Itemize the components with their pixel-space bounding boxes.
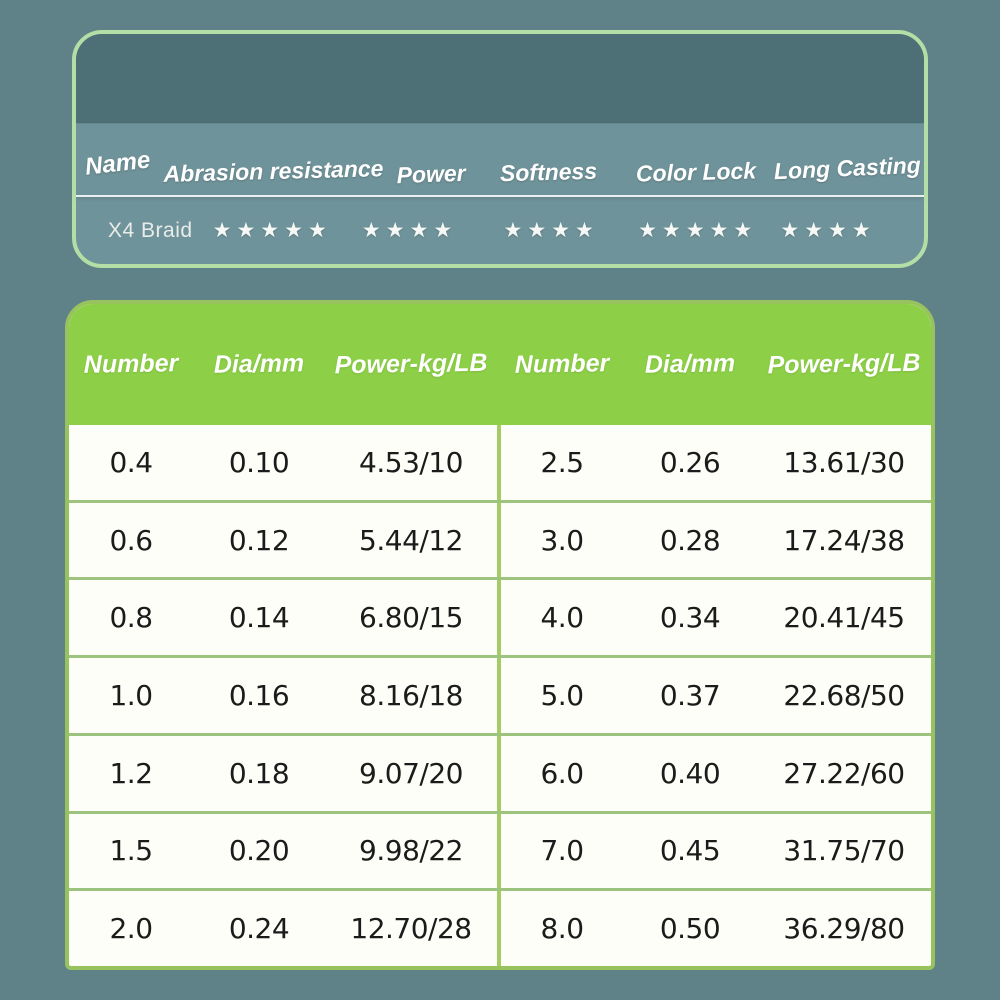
- table-cell: 0.6: [109, 523, 153, 557]
- table-cell: 17.24/38: [783, 523, 905, 557]
- table-cell: 9.07/20: [359, 756, 463, 790]
- color-lock-stars: ★★★★★: [638, 219, 758, 242]
- table-cell: 0.18: [228, 756, 290, 790]
- name-column-label: Name: [83, 146, 152, 181]
- table-cell: 1.5: [109, 834, 153, 868]
- table-cell: 0.10: [228, 445, 290, 479]
- ratings-card-header-band: [76, 34, 924, 123]
- table-row: 1.2 0.18 9.07/20 6.0 0.40 27.22/60: [69, 732, 931, 811]
- table-cell: 36.29/80: [783, 912, 905, 946]
- table-cell: 12.70/28: [350, 912, 472, 946]
- power-stars: ★★★★: [361, 219, 458, 242]
- table-vertical-divider: [497, 502, 501, 578]
- table-vertical-divider: [497, 735, 501, 811]
- power-header-right: Power-kg/LB: [767, 348, 921, 380]
- table-row: 0.6 0.12 5.44/12 3.0 0.28 17.24/38: [69, 499, 931, 578]
- power-label: Power: [396, 159, 467, 189]
- abrasion-stars: ★★★★★: [212, 219, 332, 242]
- ratings-header-row: Name Abrasion resistance Power Softness …: [76, 123, 924, 197]
- number-header-right: Number: [514, 349, 610, 379]
- table-cell: 31.75/70: [783, 834, 905, 868]
- table-cell: 0.37: [659, 679, 721, 713]
- table-cell: 27.22/60: [783, 756, 905, 790]
- power-header-left: Power-kg/LB: [334, 348, 488, 380]
- table-vertical-divider: [497, 425, 501, 500]
- table-vertical-divider: [497, 580, 501, 656]
- spec-table-header: Number Dia/mm Power-kg/LB Number Dia/mm …: [69, 304, 931, 425]
- table-cell: 0.40: [659, 756, 721, 790]
- table-cell: 9.98/22: [359, 834, 463, 868]
- table-cell: 4.53/10: [359, 445, 463, 479]
- table-cell: 5.0: [540, 679, 584, 713]
- spec-table-card: Number Dia/mm Power-kg/LB Number Dia/mm …: [65, 300, 935, 970]
- table-cell: 1.0: [109, 679, 153, 713]
- table-cell: 20.41/45: [783, 601, 905, 635]
- table-cell: 6.0: [540, 756, 584, 790]
- table-cell: 0.34: [659, 601, 721, 635]
- table-cell: 0.45: [659, 834, 721, 868]
- table-cell: 0.16: [228, 679, 290, 713]
- table-cell: 0.8: [109, 601, 153, 635]
- table-cell: 0.24: [228, 912, 290, 946]
- softness-label: Softness: [499, 157, 598, 187]
- spec-table-body: 0.4 0.10 4.53/10 2.5 0.26 13.61/30 0.6 0.12 5.44…: [69, 425, 931, 966]
- table-cell: 3.0: [540, 523, 584, 557]
- table-cell: 13.61/30: [783, 445, 905, 479]
- color-lock-label: Color Lock: [635, 157, 757, 187]
- table-row: 1.5 0.20 9.98/22 7.0 0.45 31.75/70: [69, 810, 931, 889]
- table-cell: 0.4: [109, 445, 153, 479]
- table-cell: 2.0: [109, 912, 153, 946]
- table-cell: 8.0: [540, 912, 584, 946]
- table-cell: 4.0: [540, 601, 584, 635]
- table-cell: 0.50: [659, 912, 721, 946]
- table-cell: 0.20: [228, 834, 290, 868]
- table-row: 0.8 0.14 6.80/15 4.0 0.34 20.41/45: [69, 577, 931, 656]
- table-vertical-divider: [497, 891, 501, 966]
- table-row: 2.0 0.24 12.70/28 8.0 0.50 36.29/80: [69, 888, 931, 966]
- product-name: X4 Braid: [108, 218, 193, 242]
- table-cell: 5.44/12: [359, 523, 463, 557]
- table-cell: 0.28: [659, 523, 721, 557]
- table-row: 0.4 0.10 4.53/10 2.5 0.26 13.61/30: [69, 425, 931, 500]
- table-cell: 8.16/18: [359, 679, 463, 713]
- table-cell: 22.68/50: [783, 679, 905, 713]
- number-header-left: Number: [83, 349, 179, 379]
- table-vertical-divider: [497, 658, 501, 733]
- ratings-card: Name Abrasion resistance Power Softness …: [72, 30, 928, 268]
- ratings-value-row: X4 Braid ★★★★★ ★★★★ ★★★★ ★★★★★ ★★★★: [76, 197, 924, 264]
- dia-header-right: Dia/mm: [644, 349, 736, 379]
- table-cell: 6.80/15: [359, 601, 463, 635]
- softness-stars: ★★★★: [503, 219, 599, 242]
- table-cell: 7.0: [540, 834, 584, 868]
- table-cell: 2.5: [540, 445, 584, 479]
- table-cell: 1.2: [109, 756, 153, 790]
- long-casting-stars: ★★★★: [780, 219, 876, 242]
- table-row: 1.0 0.16 8.16/18 5.0 0.37 22.68/50: [69, 655, 931, 733]
- long-casting-label: Long Casting: [773, 151, 922, 185]
- table-vertical-divider: [497, 813, 501, 889]
- table-cell: 0.12: [228, 523, 290, 557]
- table-cell: 0.14: [228, 601, 290, 635]
- dia-header-left: Dia/mm: [213, 349, 305, 379]
- abrasion-label: Abrasion resistance: [163, 155, 384, 187]
- table-cell: 0.26: [659, 445, 721, 479]
